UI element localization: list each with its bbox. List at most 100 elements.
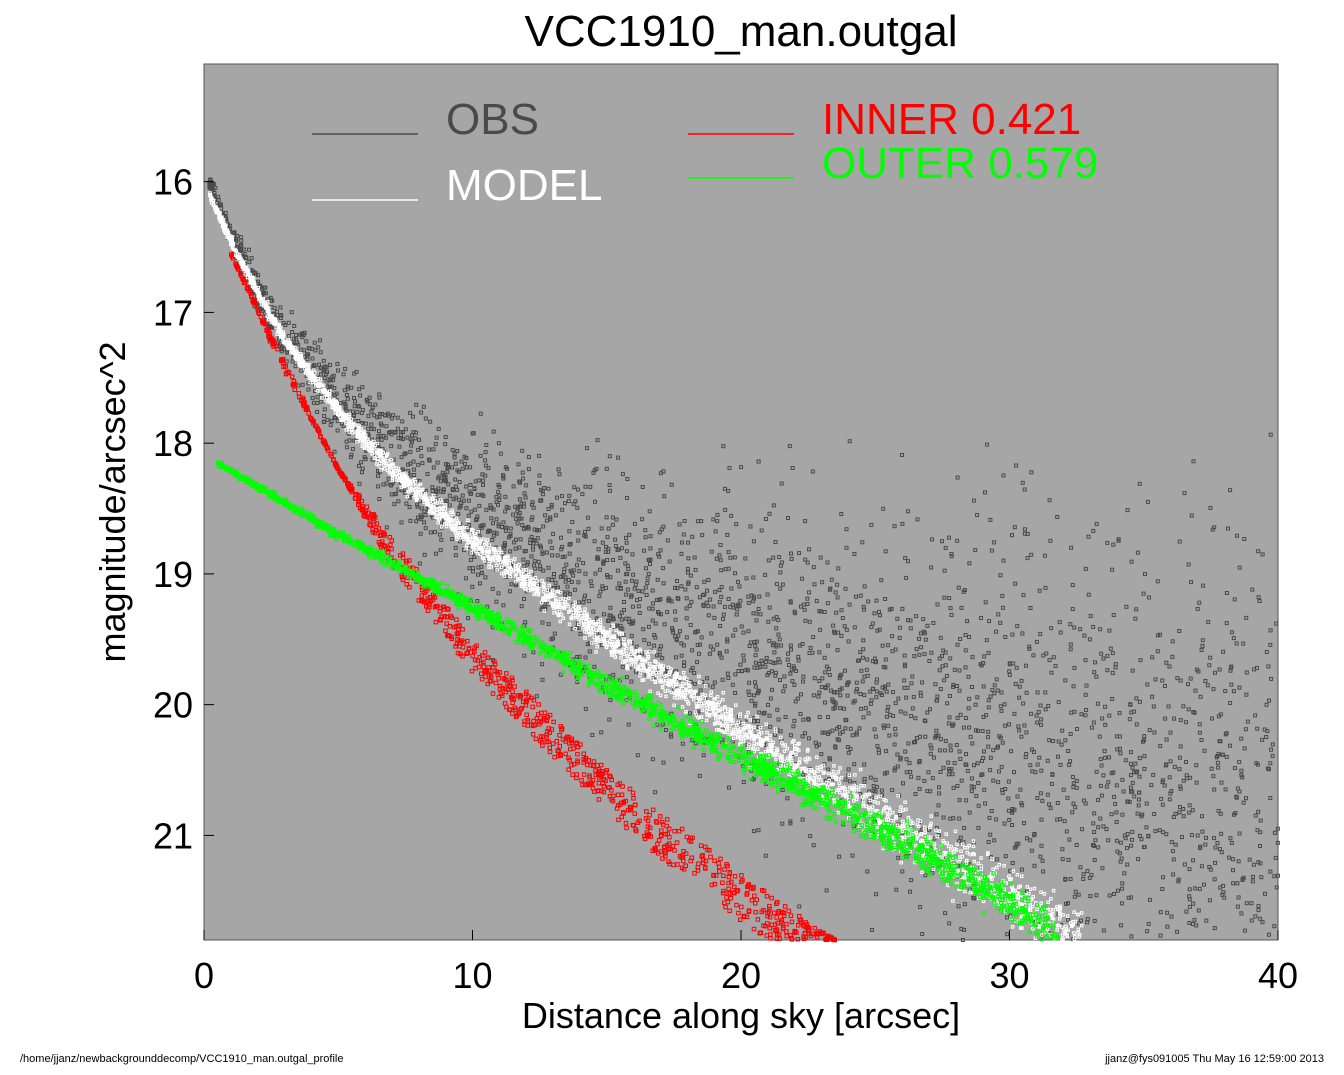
obs-point (1133, 616, 1138, 621)
obs-point (1076, 892, 1081, 897)
obs-point (396, 487, 401, 492)
obs-point (1058, 817, 1063, 822)
obs-point (644, 593, 649, 597)
obs-point (281, 321, 286, 325)
obs-point (520, 523, 525, 527)
obs-point (992, 683, 997, 688)
obs-point (802, 607, 807, 612)
obs-point (1258, 844, 1262, 848)
obs-point (605, 535, 610, 540)
obs-point (1038, 632, 1043, 637)
obs-point (942, 678, 947, 683)
obs-point (732, 555, 737, 560)
obs-point (341, 372, 346, 377)
obs-point (761, 711, 766, 716)
obs-point (1114, 783, 1119, 788)
obs-point (1057, 620, 1062, 625)
obs-point (1116, 888, 1120, 893)
obs-point (359, 460, 364, 465)
obs-point (738, 662, 743, 667)
obs-point (1178, 786, 1183, 791)
obs-point (625, 572, 630, 577)
obs-point (1272, 830, 1277, 835)
obs-point (1016, 724, 1021, 729)
obs-point (1209, 766, 1214, 771)
obs-point (327, 377, 332, 382)
obs-point (433, 529, 437, 534)
obs-point (560, 507, 565, 512)
obs-point (1081, 877, 1086, 881)
obs-point (1216, 808, 1221, 813)
obs-point (1126, 895, 1131, 900)
obs-point (565, 584, 570, 589)
obs-point (625, 496, 629, 500)
obs-point (774, 582, 779, 586)
obs-point (1010, 823, 1015, 827)
obs-point (239, 242, 244, 247)
obs-point (555, 495, 559, 500)
obs-point (934, 812, 939, 817)
obs-point (858, 650, 863, 655)
obs-point (475, 492, 480, 497)
obs-point (246, 247, 251, 252)
obs-point (1115, 747, 1120, 752)
obs-point (895, 752, 900, 757)
obs-point (400, 430, 405, 434)
obs-point (736, 669, 741, 673)
obs-point (389, 444, 394, 449)
obs-point (503, 494, 508, 499)
obs-point (540, 620, 545, 625)
obs-point (909, 774, 914, 779)
obs-point (408, 449, 413, 454)
obs-point (521, 526, 526, 531)
obs-point (909, 714, 914, 718)
obs-point (955, 784, 960, 788)
obs-point (783, 715, 788, 719)
obs-point (589, 584, 594, 588)
obs-point (1132, 794, 1137, 799)
obs-point (523, 495, 528, 500)
obs-point (1181, 814, 1186, 819)
obs-point (737, 584, 742, 589)
obs-point (1235, 881, 1240, 886)
obs-point (868, 689, 873, 694)
obs-point (892, 768, 897, 773)
obs-point (640, 485, 645, 489)
obs-point (475, 599, 480, 603)
obs-point (1013, 682, 1018, 687)
obs-point (466, 498, 471, 503)
obs-point (642, 638, 647, 643)
obs-point (714, 556, 719, 561)
obs-point (872, 611, 877, 616)
obs-point (697, 773, 702, 778)
obs-point (958, 637, 963, 641)
obs-point (355, 410, 360, 414)
obs-point (1256, 595, 1261, 600)
obs-point (723, 486, 727, 491)
obs-point (803, 618, 808, 623)
obs-point (1049, 626, 1054, 631)
obs-point (1082, 633, 1087, 638)
obs-point (619, 546, 624, 551)
obs-point (513, 546, 518, 551)
obs-point (490, 538, 495, 542)
obs-point (962, 902, 967, 907)
obs-point (645, 581, 650, 585)
obs-point (705, 676, 710, 681)
obs-point (861, 638, 866, 643)
obs-point (1237, 685, 1242, 690)
obs-point (955, 684, 959, 688)
obs-point (1260, 920, 1265, 925)
obs-point (1125, 799, 1130, 804)
obs-point (692, 671, 697, 675)
obs-point (979, 616, 983, 620)
obs-point (1256, 904, 1261, 909)
obs-point (1105, 654, 1110, 658)
obs-point (917, 786, 922, 791)
obs-point (636, 604, 641, 609)
obs-point (1177, 629, 1182, 633)
obs-point (1055, 515, 1060, 519)
obs-point (827, 672, 832, 677)
obs-point (855, 687, 860, 692)
obs-point (576, 580, 581, 585)
